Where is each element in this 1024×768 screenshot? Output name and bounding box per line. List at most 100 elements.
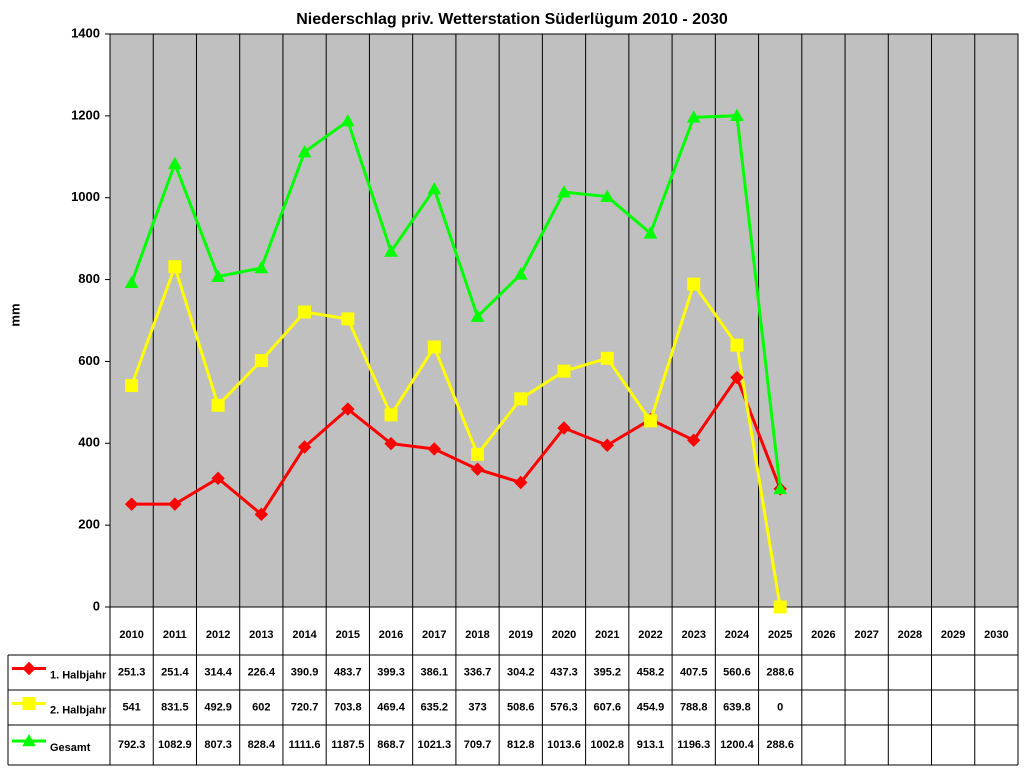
x-tick-label: 2014 bbox=[292, 629, 317, 641]
legend-label: 1. Halbjahr bbox=[50, 669, 107, 681]
table-value: 868.7 bbox=[377, 739, 405, 751]
x-tick-label: 2023 bbox=[681, 629, 705, 641]
x-tick-label: 2015 bbox=[336, 629, 360, 641]
table-value: 828.4 bbox=[248, 739, 276, 751]
marker bbox=[730, 370, 744, 385]
marker bbox=[168, 156, 182, 170]
table-value: 483.7 bbox=[334, 666, 362, 678]
table-value: 407.5 bbox=[680, 666, 708, 678]
marker bbox=[254, 260, 269, 274]
x-tick-label: 2013 bbox=[249, 629, 273, 641]
marker bbox=[125, 379, 139, 393]
table-value: 812.8 bbox=[507, 739, 535, 751]
table-value: 831.5 bbox=[161, 701, 189, 713]
marker bbox=[340, 113, 355, 127]
x-tick-label: 2028 bbox=[898, 629, 922, 641]
y-tick-label: 800 bbox=[78, 271, 100, 286]
table-value: 1111.6 bbox=[289, 739, 321, 751]
x-tick-label: 2012 bbox=[206, 629, 230, 641]
legend-label: Gesamt bbox=[50, 742, 91, 754]
table-value: 288.6 bbox=[766, 739, 794, 751]
legend-marker bbox=[22, 697, 36, 710]
marker bbox=[730, 108, 744, 121]
x-tick-label: 2021 bbox=[595, 629, 619, 641]
series-line bbox=[130, 261, 782, 608]
marker bbox=[427, 340, 441, 354]
x-tick-label: 2017 bbox=[422, 629, 446, 641]
table-value: 576.3 bbox=[550, 701, 578, 713]
x-tick-label: 2025 bbox=[768, 629, 792, 641]
table-value: 1187.5 bbox=[331, 739, 364, 751]
marker bbox=[514, 392, 528, 406]
marker bbox=[600, 351, 614, 365]
table-value: 1002.8 bbox=[590, 739, 624, 751]
marker bbox=[298, 305, 312, 319]
y-tick-label: 600 bbox=[78, 353, 100, 368]
marker bbox=[773, 600, 787, 614]
x-tick-label: 2022 bbox=[638, 629, 662, 641]
marker bbox=[384, 436, 398, 451]
x-tick-label: 2011 bbox=[163, 629, 187, 641]
table-value: 437.3 bbox=[550, 666, 578, 678]
table-value: 1021.3 bbox=[417, 739, 451, 751]
y-tick-label: 0 bbox=[93, 598, 100, 613]
table-value: 788.8 bbox=[680, 701, 708, 713]
marker bbox=[773, 481, 788, 495]
marker bbox=[427, 181, 442, 195]
table-value: 720.7 bbox=[291, 701, 319, 713]
marker bbox=[730, 338, 744, 352]
x-tick-label: 2027 bbox=[854, 629, 878, 641]
marker bbox=[471, 447, 485, 461]
marker bbox=[168, 260, 182, 274]
table-value: 709.7 bbox=[464, 739, 492, 751]
table-value: 639.8 bbox=[723, 701, 751, 713]
marker bbox=[686, 110, 701, 123]
table-value: 913.1 bbox=[637, 739, 665, 751]
y-axis-label: mm bbox=[7, 303, 22, 326]
table-value: 336.7 bbox=[464, 666, 492, 678]
plot-area bbox=[109, 33, 1019, 608]
marker bbox=[211, 269, 225, 282]
table-value: 226.4 bbox=[248, 666, 276, 678]
table-value: 607.6 bbox=[593, 701, 621, 713]
x-tick-label: 2018 bbox=[465, 629, 489, 641]
table-value: 395.2 bbox=[593, 666, 621, 678]
legend-marker bbox=[22, 733, 36, 747]
marker bbox=[470, 309, 485, 322]
table-value: 635.2 bbox=[421, 701, 449, 713]
table-value: 251.4 bbox=[161, 666, 189, 678]
table-value: 399.3 bbox=[377, 666, 405, 678]
legend-marker bbox=[22, 661, 36, 676]
table-value: 314.4 bbox=[204, 666, 232, 678]
table-value: 390.9 bbox=[291, 666, 319, 678]
y-tick-label: 1400 bbox=[71, 25, 100, 40]
marker bbox=[470, 462, 485, 476]
marker bbox=[254, 507, 269, 522]
y-tick-label: 200 bbox=[78, 517, 100, 532]
table-value: 703.8 bbox=[334, 701, 362, 713]
marker bbox=[124, 497, 139, 511]
marker bbox=[557, 421, 571, 435]
y-tick-label: 1000 bbox=[71, 189, 100, 204]
x-tick-label: 2024 bbox=[725, 629, 750, 641]
marker bbox=[211, 398, 225, 412]
marker bbox=[254, 354, 268, 368]
chart-title: Niederschlag priv. Wetterstation Süderlü… bbox=[296, 11, 728, 28]
table-value: 1196.3 bbox=[677, 739, 710, 751]
marker bbox=[513, 267, 528, 280]
marker bbox=[643, 414, 657, 428]
table-value: 386.1 bbox=[421, 666, 449, 678]
marker bbox=[341, 402, 355, 416]
marker bbox=[643, 226, 658, 239]
table-value: 288.6 bbox=[766, 666, 794, 678]
x-tick-label: 2026 bbox=[811, 629, 835, 641]
table-value: 373 bbox=[468, 701, 486, 713]
table-value: 454.9 bbox=[637, 701, 665, 713]
table-value: 1200.4 bbox=[720, 739, 755, 751]
marker bbox=[600, 438, 614, 452]
marker bbox=[557, 364, 571, 378]
marker bbox=[341, 312, 355, 326]
marker bbox=[514, 475, 528, 490]
table-value: 1013.6 bbox=[547, 739, 581, 751]
x-tick-label: 2020 bbox=[552, 629, 576, 641]
